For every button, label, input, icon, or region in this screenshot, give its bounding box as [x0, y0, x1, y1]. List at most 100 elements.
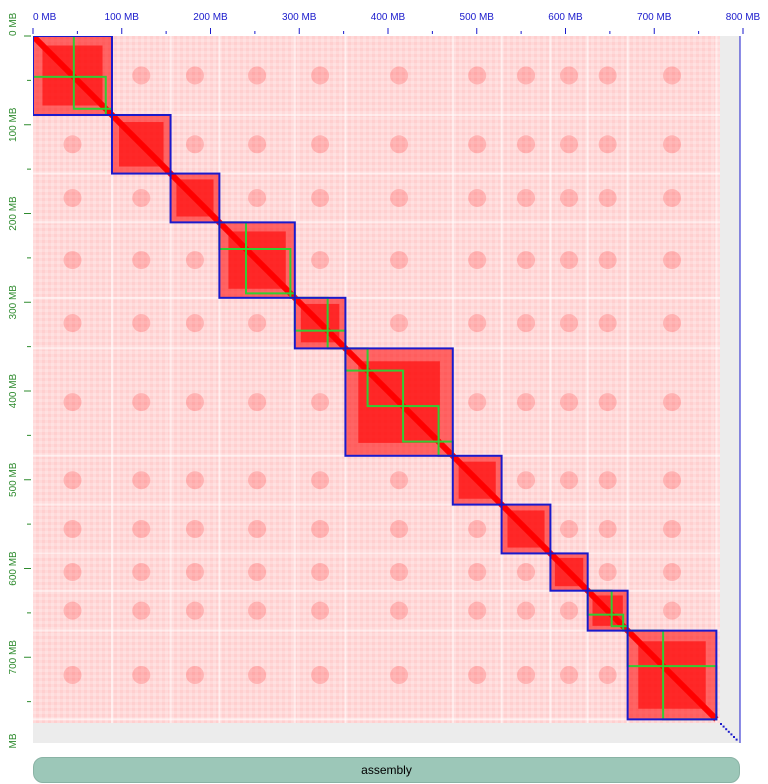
contact-hotspot — [311, 251, 330, 270]
contig-boundary[interactable] — [72, 75, 107, 110]
contact-hotspot — [132, 188, 151, 207]
chromosome-boundary[interactable] — [293, 296, 347, 350]
assembly-track[interactable]: assembly — [33, 757, 740, 783]
x-axis: 0 MB 100 MB 200 MB 300 MB 400 MB 500 MB 600 MB… — [32, 12, 761, 34]
contact-hotspot — [63, 471, 82, 490]
chromosome-boundary[interactable] — [626, 629, 718, 721]
contact-hotspot — [390, 601, 409, 620]
contact-hotspot — [248, 563, 267, 582]
contact-hotspot — [390, 563, 409, 582]
contact-hotspot — [311, 471, 330, 490]
contact-hotspot — [517, 601, 536, 620]
contact-hotspot — [390, 66, 409, 85]
contact-hotspot — [185, 66, 204, 85]
contact-hotspot — [248, 520, 267, 539]
tail-marker — [722, 725, 725, 728]
contact-hotspot — [517, 393, 536, 412]
contact-hotspot — [248, 66, 267, 85]
chromosome-boundary[interactable] — [169, 172, 221, 224]
chromosome-boundary[interactable] — [218, 221, 296, 299]
contact-hotspot — [248, 393, 267, 412]
contact-hotspot — [132, 314, 151, 333]
contact-hotspot — [598, 314, 617, 333]
chromosome-boundary[interactable] — [586, 589, 629, 632]
contact-hotspot — [598, 66, 617, 85]
chromosome-boundary[interactable] — [344, 347, 454, 457]
contig-boundary[interactable] — [245, 248, 292, 295]
contact-hotspot — [390, 520, 409, 539]
chromosome-boundary[interactable] — [110, 113, 172, 175]
contact-hotspot — [390, 471, 409, 490]
intrachromosomal-blocks — [33, 36, 719, 722]
x-tick-label: 200 MB — [193, 12, 228, 23]
contact-hotspot — [63, 135, 82, 154]
contact-hotspot — [560, 135, 579, 154]
contact-hotspot — [598, 393, 617, 412]
contact-hotspot — [132, 601, 151, 620]
y-tick-label: 0 MB — [8, 12, 19, 36]
x-tick-label: 500 MB — [460, 12, 495, 23]
contact-hotspot — [560, 188, 579, 207]
contact-hotspot — [517, 666, 536, 684]
x-tick-label: 300 MB — [282, 12, 317, 23]
contact-hotspot — [663, 601, 681, 620]
matrix-bottom-margin — [33, 723, 740, 743]
contact-hotspot — [390, 188, 409, 207]
contact-hotspot — [63, 601, 82, 620]
contact-matrix[interactable] — [33, 36, 740, 743]
contig-boundary[interactable] — [402, 405, 440, 443]
contact-hotspot — [663, 66, 681, 85]
chromosome-boundary[interactable] — [500, 503, 552, 555]
y-tick-label: 200 MB — [8, 196, 19, 231]
chromosome-boundary[interactable] — [33, 36, 113, 116]
diagonal-tail-markers — [720, 723, 738, 741]
main-diagonal — [33, 36, 719, 722]
contact-hotspot — [185, 666, 204, 684]
chromosome-boundaries — [33, 36, 718, 721]
chromosome-boundary[interactable] — [549, 552, 589, 592]
contact-hotspot — [468, 601, 487, 620]
contact-hotspot — [185, 520, 204, 539]
contact-hotspot — [185, 393, 204, 412]
contact-hotspot — [663, 563, 681, 582]
contact-hotspot — [132, 563, 151, 582]
y-tick-label: 100 MB — [8, 107, 19, 142]
contact-hotspot — [63, 563, 82, 582]
tail-marker — [733, 736, 735, 738]
contact-hotspot — [468, 393, 487, 412]
tail-marker — [727, 730, 730, 733]
contact-hotspot — [663, 520, 681, 539]
contact-hotspot — [663, 314, 681, 333]
contact-hotspot — [663, 471, 681, 490]
contact-hotspot — [598, 563, 617, 582]
contact-hotspot — [248, 188, 267, 207]
contact-hotspot — [663, 188, 681, 207]
contact-hotspot — [185, 135, 204, 154]
contact-hotspot — [468, 251, 487, 270]
contig-boundary[interactable] — [610, 613, 625, 628]
contact-hotspot — [598, 188, 617, 207]
matrix-right-margin — [720, 36, 740, 743]
contact-hotspot — [132, 520, 151, 539]
contact-hotspot — [468, 314, 487, 333]
contact-hotspot — [311, 601, 330, 620]
contact-hotspot — [185, 314, 204, 333]
contact-hotspot — [560, 471, 579, 490]
contact-hotspot — [598, 471, 617, 490]
x-tick-label: 800 MB — [726, 12, 761, 23]
contact-hotspot — [560, 66, 579, 85]
contact-hotspot — [598, 135, 617, 154]
contig-boundary[interactable] — [33, 36, 75, 78]
chromosome-boundary[interactable] — [451, 454, 503, 506]
contact-hotspot — [468, 66, 487, 85]
y-tick-label: 400 MB — [8, 373, 19, 408]
y-tick-label: 700 MB — [8, 640, 19, 675]
contact-hotspot — [185, 471, 204, 490]
tail-marker — [735, 738, 738, 741]
contact-hotspot — [185, 563, 204, 582]
contig-boundary[interactable] — [366, 369, 405, 408]
contact-hotspot — [560, 601, 579, 620]
contact-hotspot — [248, 666, 267, 684]
contact-hotspot — [468, 188, 487, 207]
